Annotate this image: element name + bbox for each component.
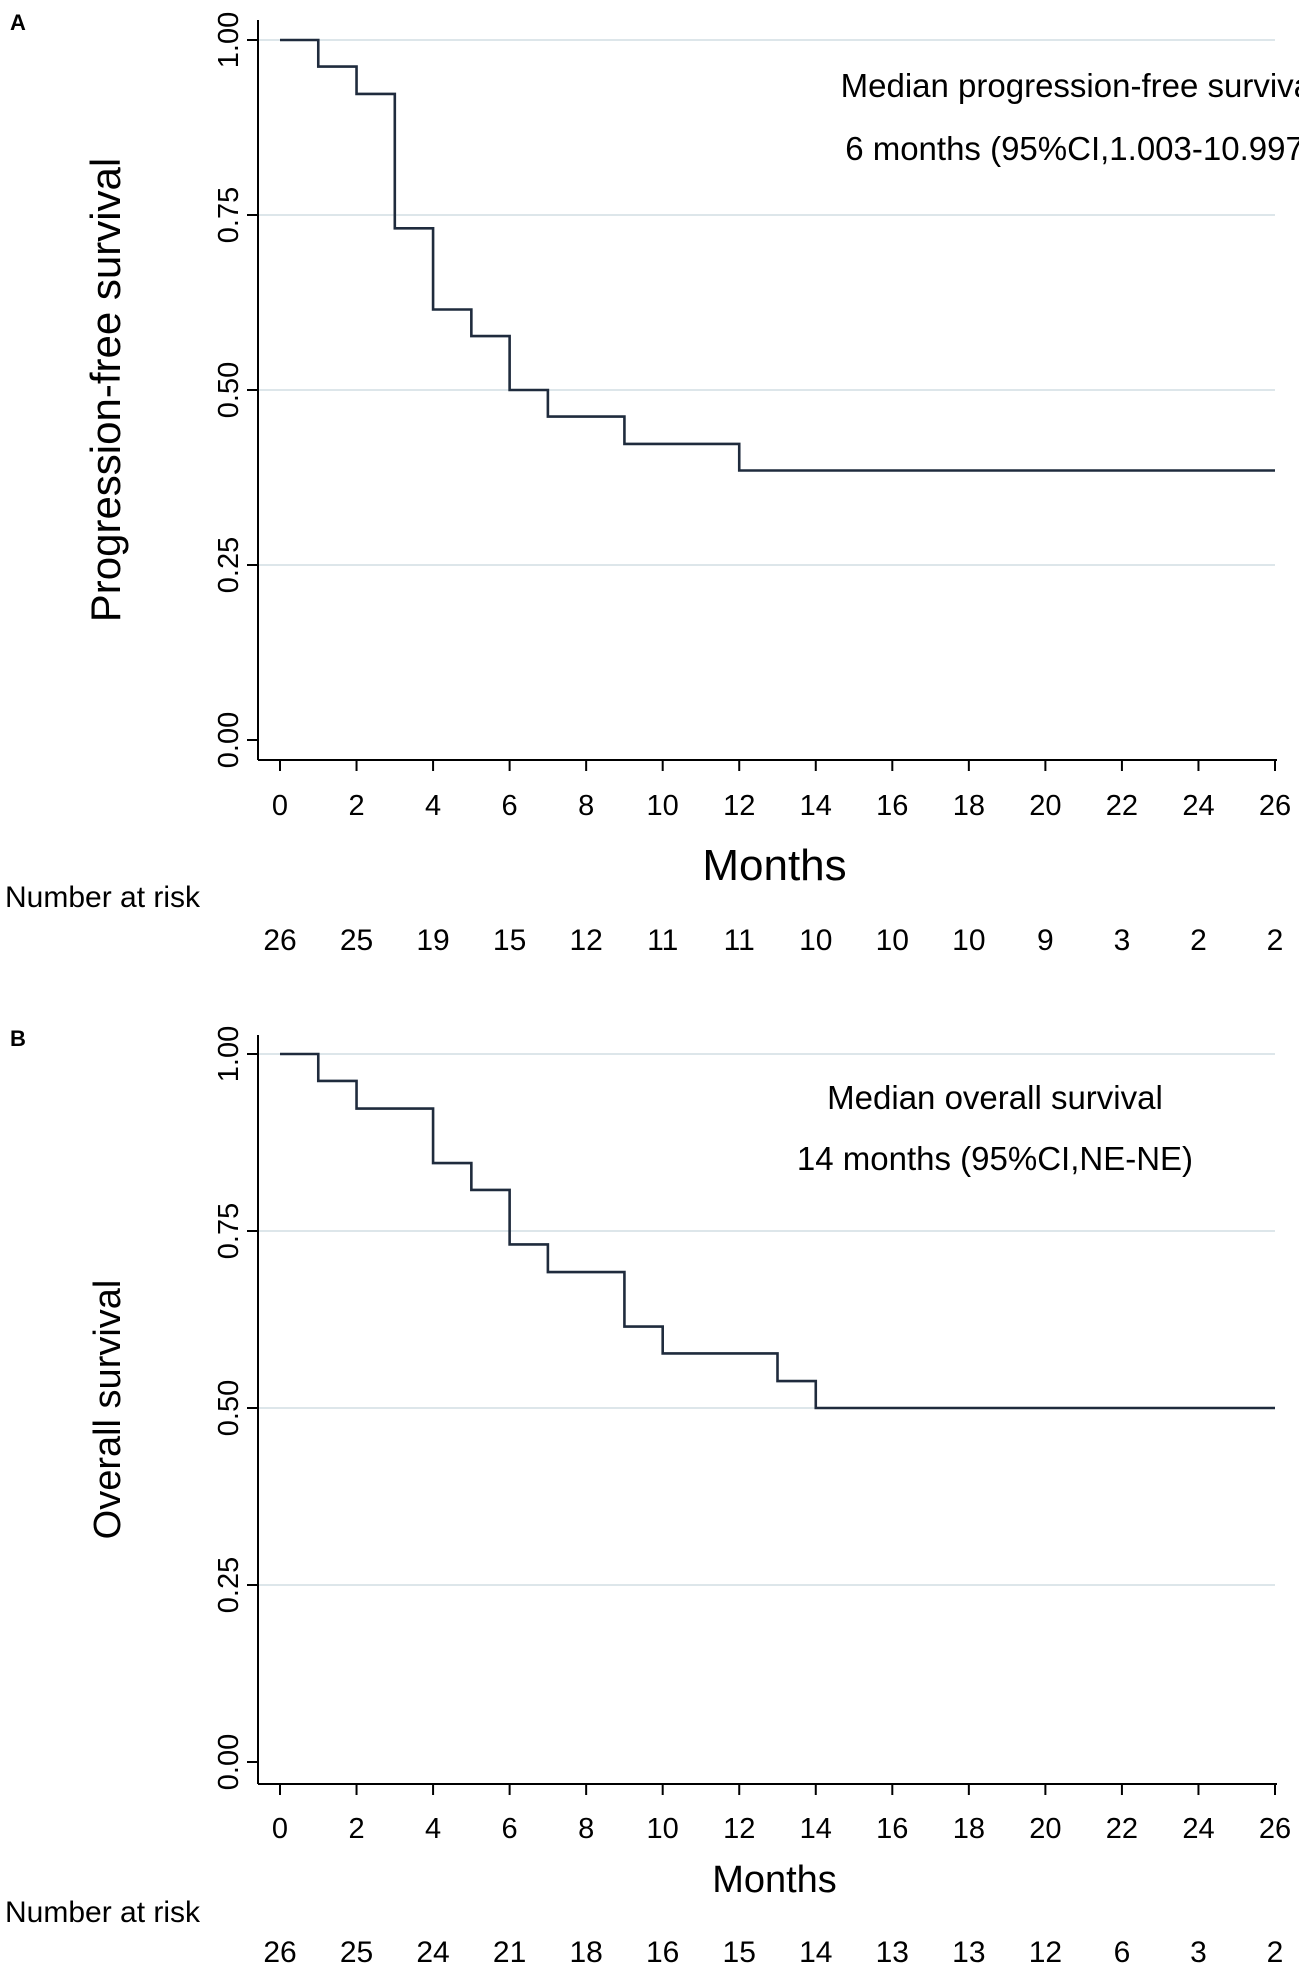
x-tick-label: 14: [800, 790, 832, 822]
x-tick-label: 14: [800, 1813, 832, 1845]
number-at-risk-value: 11: [647, 924, 678, 957]
x-tick-label: 18: [953, 1813, 985, 1845]
chart-panel-a: A0.000.250.500.751.000 2 4 6 8 10 12 14 16 18 20 22…: [5, 10, 1299, 957]
x-axis-title: Months: [712, 1859, 837, 1901]
number-at-risk-value: 9: [1037, 924, 1054, 957]
x-tick-label: 20: [1029, 790, 1061, 822]
y-tick-label: 0.75: [213, 187, 245, 243]
number-at-risk-value: 15: [723, 1936, 756, 1967]
x-tick-label: 4: [425, 1813, 441, 1845]
number-at-risk-value: 25: [340, 1936, 373, 1967]
y-tick-label: 0.00: [213, 712, 245, 768]
y-tick-label: 1.00: [213, 1026, 245, 1082]
y-tick-label: 1.00: [213, 12, 245, 68]
number-at-risk-value: 13: [876, 1936, 909, 1967]
number-at-risk-value: 14: [799, 1936, 832, 1967]
number-at-risk-value: 10: [876, 924, 909, 957]
x-tick-label: 6: [502, 790, 518, 822]
median-annotation-line: 6 months (95%CI,1.003-10.997): [845, 130, 1299, 167]
number-at-risk-value: 6: [1114, 1936, 1131, 1967]
number-at-risk-value: 26: [263, 1936, 296, 1967]
number-at-risk-value: 12: [1029, 1936, 1062, 1967]
chart-panel-b: B0.000.250.500.751.000 2 4 6 8 10 12 14 16 18 20 22…: [5, 1026, 1291, 1967]
number-at-risk-value: 2: [1190, 924, 1207, 957]
number-at-risk-value: 13: [952, 1936, 985, 1967]
y-axis-title: Overall survival: [87, 1280, 129, 1540]
x-tick-label: 12: [723, 790, 755, 822]
panel-letter: A: [10, 10, 26, 35]
number-at-risk-value: 26: [263, 924, 296, 957]
x-axis-title: Months: [702, 841, 846, 890]
median-annotation-line: 14 months (95%CI,NE-NE): [797, 1140, 1193, 1177]
number-at-risk-value: 19: [416, 924, 449, 957]
x-tick-label: 22: [1106, 790, 1138, 822]
x-tick-label: 4: [425, 790, 441, 822]
x-tick-label: 8: [578, 790, 594, 822]
x-tick-label: 16: [876, 1813, 908, 1845]
x-tick-label: 6: [502, 1813, 518, 1845]
x-tick-label: 2: [348, 1813, 364, 1845]
x-tick-label: 10: [647, 1813, 679, 1845]
number-at-risk-title: Number at risk: [5, 881, 201, 914]
x-tick-label: 24: [1182, 1813, 1214, 1845]
number-at-risk-value: 25: [340, 924, 373, 957]
y-tick-label: 0.25: [213, 1557, 245, 1613]
number-at-risk-value: 12: [569, 924, 602, 957]
y-tick-label: 0.50: [213, 362, 245, 418]
panel-letter: B: [10, 1026, 26, 1051]
x-tick-label: 0: [272, 790, 288, 822]
number-at-risk-value: 16: [646, 1936, 679, 1967]
x-tick-label: 18: [953, 790, 985, 822]
x-tick-label: 22: [1106, 1813, 1138, 1845]
x-tick-label: 10: [647, 790, 679, 822]
survival-curve-os: [280, 1052, 1275, 1410]
number-at-risk-value: 3: [1190, 1936, 1207, 1967]
x-tick-label: 2: [348, 790, 364, 822]
median-annotation-line: Median overall survival: [827, 1079, 1163, 1116]
y-tick-label: 0.50: [213, 1380, 245, 1436]
number-at-risk-value: 2: [1267, 924, 1284, 957]
x-tick-label: 20: [1029, 1813, 1061, 1845]
number-at-risk-value: 21: [493, 1936, 526, 1967]
survival-curve-pfs: [280, 38, 1275, 472]
number-at-risk-value: 2: [1267, 1936, 1284, 1967]
number-at-risk-value: 24: [416, 1936, 449, 1967]
median-annotation-line: Median progression-free survival: [841, 67, 1299, 104]
y-tick-label: 0.25: [213, 537, 245, 593]
x-tick-label: 12: [723, 1813, 755, 1845]
x-tick-label: 16: [876, 790, 908, 822]
x-tick-label: 8: [578, 1813, 594, 1845]
x-tick-label: 26: [1259, 790, 1291, 822]
number-at-risk-value: 10: [952, 924, 985, 957]
y-axis-title: Progression-free survival: [82, 158, 129, 623]
number-at-risk-value: 15: [493, 924, 526, 957]
number-at-risk-value: 18: [569, 1936, 602, 1967]
number-at-risk-value: 11: [724, 924, 755, 957]
y-tick-label: 0.75: [213, 1203, 245, 1259]
number-at-risk-value: 3: [1114, 924, 1131, 957]
number-at-risk-title: Number at risk: [5, 1896, 201, 1929]
y-tick-label: 0.00: [213, 1734, 245, 1790]
x-tick-label: 26: [1259, 1813, 1291, 1845]
x-tick-label: 0: [272, 1813, 288, 1845]
number-at-risk-value: 10: [799, 924, 832, 957]
x-tick-label: 24: [1182, 790, 1214, 822]
